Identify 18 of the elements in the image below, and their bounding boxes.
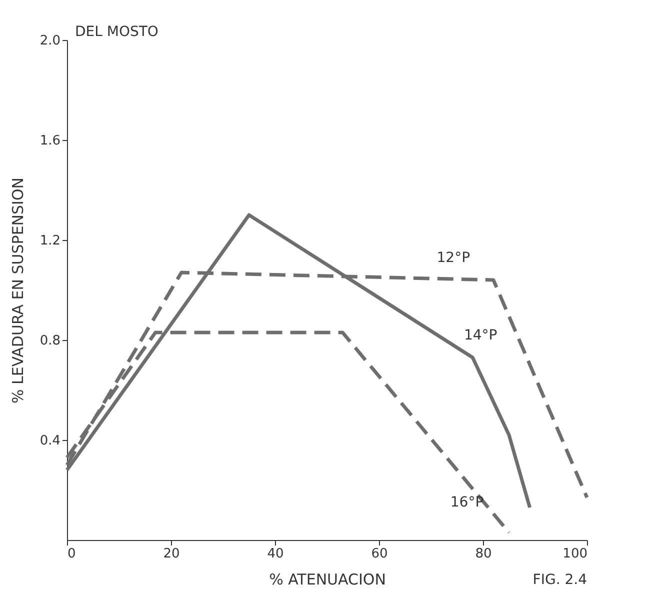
x-axis-title: % ATENUACION bbox=[269, 570, 386, 588]
x-tick-label: 60 bbox=[371, 546, 388, 562]
x-tick-label: 20 bbox=[163, 546, 180, 562]
y-tick-label: 2.0 bbox=[40, 34, 60, 48]
y-tick-label: 0.8 bbox=[40, 334, 60, 348]
y-tick-label: 1.2 bbox=[40, 234, 60, 248]
y-axis-title: % LEVADURA EN SUSPENSION bbox=[8, 178, 27, 404]
x-tick-label: 40 bbox=[267, 546, 284, 562]
caption: FIG. 2.4 bbox=[532, 572, 588, 588]
text: DEL MOSTO bbox=[75, 24, 158, 40]
series-label: 16°P bbox=[450, 494, 484, 510]
y-tick-label: 1.6 bbox=[40, 134, 60, 148]
series-label: 14°P bbox=[464, 328, 498, 344]
series-label: 12°P bbox=[436, 250, 470, 266]
x-tick-label: 80 bbox=[475, 546, 492, 562]
x-tick-label: 0 bbox=[68, 546, 76, 562]
x-tick-label: 100 bbox=[562, 546, 588, 562]
y-tick-label: 0.4 bbox=[40, 434, 60, 448]
